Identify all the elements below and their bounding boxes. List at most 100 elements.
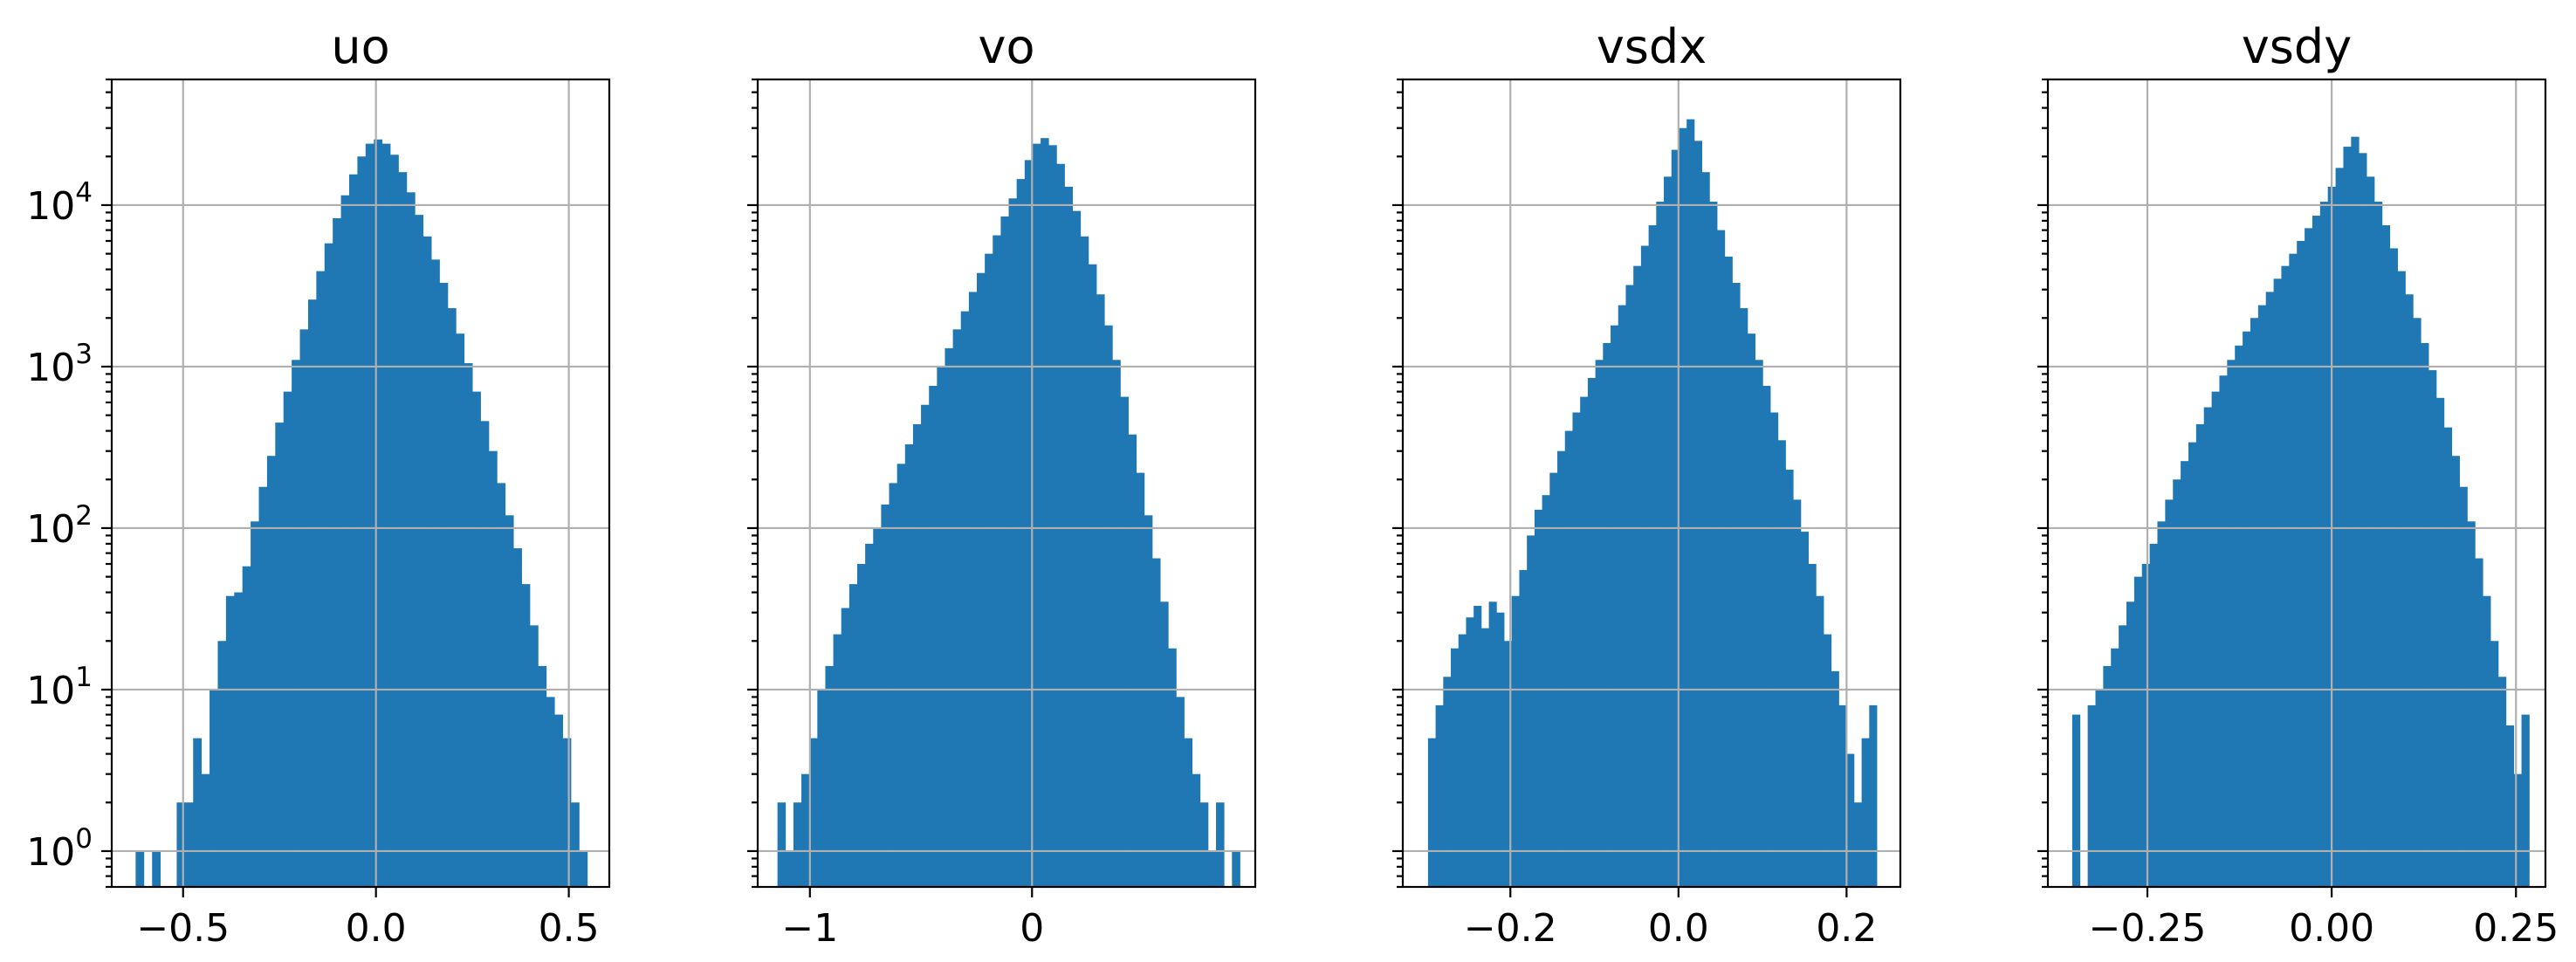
histogram-bar xyxy=(2149,543,2158,887)
histogram-bar xyxy=(201,773,210,887)
histogram-bars xyxy=(777,138,1240,888)
histogram-bar xyxy=(521,584,531,887)
histogram-bar xyxy=(1480,628,1490,887)
histogram-bar xyxy=(1861,738,1870,887)
histogram-bar xyxy=(841,608,850,887)
histogram-bar xyxy=(2389,248,2398,887)
histogram-bar xyxy=(2181,461,2189,887)
histogram-bar xyxy=(1747,333,1756,887)
histogram-bar xyxy=(1732,283,1741,887)
histogram-bar xyxy=(904,444,914,887)
histogram-bar xyxy=(497,483,506,887)
histogram-bar xyxy=(968,292,978,888)
histogram-panel-uo: 100 101 102 103 104 −0.5 0.0 0.5 uo xyxy=(26,19,611,951)
x-tick-label: −0.25 xyxy=(2089,906,2207,951)
histogram-bar xyxy=(2188,442,2197,887)
histogram-bar xyxy=(447,308,457,887)
histogram-bar xyxy=(1451,648,1460,887)
histogram-bar xyxy=(1104,325,1113,888)
histogram-bar xyxy=(2405,294,2414,887)
histogram-bar xyxy=(480,421,490,887)
histogram-bar xyxy=(324,243,333,887)
histogram-bar xyxy=(889,483,898,887)
histogram-bar xyxy=(2467,521,2476,887)
histogram-bar xyxy=(348,174,358,888)
histogram-bar xyxy=(2071,714,2081,887)
histogram-bar xyxy=(785,850,794,887)
axes-frame xyxy=(1401,78,1902,889)
histogram-bar xyxy=(1168,648,1177,887)
panel-title: vsdy xyxy=(2242,19,2352,74)
histogram-bar xyxy=(464,363,473,887)
histogram-bar xyxy=(193,738,203,887)
histogram-bar xyxy=(2428,370,2437,887)
histogram-panel-vsdy: −0.25 0.00 0.25 vsdy xyxy=(2037,19,2559,951)
histogram-bar xyxy=(1072,210,1082,887)
histogram-bar xyxy=(1633,265,1642,887)
axes-frame xyxy=(2046,78,2547,889)
histogram-bar xyxy=(1048,145,1057,887)
histogram-bar xyxy=(390,155,399,888)
histogram-bar xyxy=(1207,850,1217,887)
histogram-bar xyxy=(993,235,1001,888)
histogram-bar xyxy=(833,634,842,887)
histogram-bar xyxy=(217,641,227,887)
histogram-bar xyxy=(266,456,276,887)
histogram-bar xyxy=(937,366,945,887)
histogram-bar xyxy=(2397,271,2406,887)
histogram-bar xyxy=(210,689,218,887)
histogram-bar xyxy=(562,738,572,887)
histogram-bar xyxy=(1232,850,1240,887)
histogram-bar xyxy=(1519,569,1528,887)
histogram-bar xyxy=(2103,665,2112,887)
panel-title: uo xyxy=(331,19,389,74)
histogram-bar xyxy=(234,592,244,887)
histogram-bars xyxy=(135,139,588,888)
histogram-bar xyxy=(1466,617,1474,887)
histogram-bar xyxy=(2351,136,2360,888)
histogram-bar xyxy=(406,192,416,887)
y-tick-label: 104 xyxy=(26,177,93,229)
histogram-bar xyxy=(1724,256,1733,887)
histogram-bar xyxy=(1128,434,1137,888)
histogram-bar xyxy=(316,271,326,887)
histogram-bar xyxy=(538,665,547,887)
histogram-bar xyxy=(2459,486,2468,887)
histogram-bar xyxy=(1136,472,1145,887)
histogram-bar xyxy=(2505,725,2515,887)
histogram-bar xyxy=(184,802,194,887)
histogram-bar xyxy=(1008,198,1018,887)
histogram-bar xyxy=(1016,179,1026,887)
axes-frame xyxy=(756,78,1257,889)
histogram-bar xyxy=(2490,641,2499,887)
histogram-bar xyxy=(529,625,539,887)
histogram-bar xyxy=(357,156,367,887)
x-tick-label: 0.0 xyxy=(1648,906,1709,951)
histogram-bar xyxy=(546,697,555,887)
histogram-bar xyxy=(777,802,787,887)
histogram-bars xyxy=(1427,119,1878,888)
histogram-bar xyxy=(1740,308,1748,887)
histogram-bar xyxy=(881,504,890,887)
histogram-bar xyxy=(176,802,186,887)
histogram-bars xyxy=(2071,136,2530,888)
histogram-bar xyxy=(1846,753,1855,887)
histogram-bar xyxy=(1686,119,1695,887)
histogram-bar xyxy=(1587,378,1597,887)
histogram-bar xyxy=(1120,396,1129,888)
histogram-bar xyxy=(152,850,161,887)
histogram-bar xyxy=(488,450,498,887)
histogram-bar xyxy=(2451,456,2460,887)
histogram-bar xyxy=(1024,160,1034,888)
histogram-bar xyxy=(456,333,465,887)
histogram-bar xyxy=(2250,318,2259,887)
x-tick-label: −1 xyxy=(781,906,838,951)
histogram-bar xyxy=(1443,677,1452,887)
histogram-bar xyxy=(1199,802,1209,887)
histogram-bar xyxy=(1831,670,1839,887)
histogram-bar xyxy=(1611,325,1619,888)
histogram-bar xyxy=(1458,634,1467,887)
histogram-bar xyxy=(1192,773,1201,887)
histogram-bar xyxy=(1041,138,1049,887)
histogram-bar xyxy=(2227,360,2236,888)
